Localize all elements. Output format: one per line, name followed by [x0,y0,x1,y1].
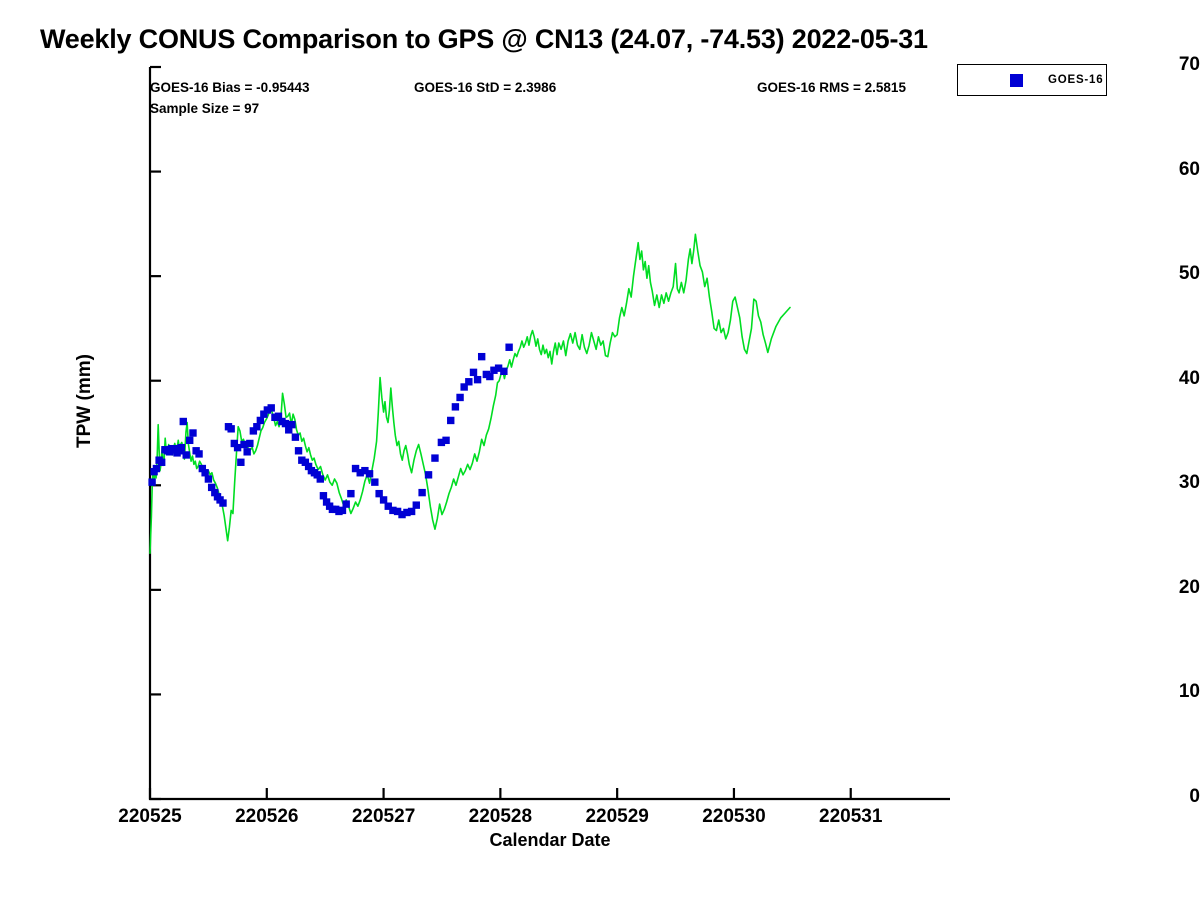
stat-sample-size: Sample Size = 97 [150,101,260,116]
stat-bias: GOES-16 Bias = -0.95443 [150,80,310,95]
y-tick-60: 60 [1178,158,1200,180]
x-tick-220529: 220529 [585,806,649,827]
x-tick-220528: 220528 [468,806,533,827]
x-tick-220531: 220531 [819,806,883,827]
axes-lines [148,67,950,801]
y-tick-10: 10 [1178,681,1200,703]
y-tick-40: 40 [1178,367,1200,389]
x-tick-220526: 220526 [235,806,299,827]
y-tick-30: 30 [1178,472,1200,494]
y-tick-0: 0 [1189,786,1200,807]
x-axis-label: Calendar Date [489,830,611,850]
x-tick-220527: 220527 [351,806,416,827]
chart-legend: GOES-16 [957,64,1107,96]
stat-std: GOES-16 StD = 2.3986 [414,80,557,95]
x-tick-220525: 220525 [118,806,182,827]
y-tick-70: 70 [1178,54,1200,75]
series-gps-line [149,233,791,555]
series-goes16-markers [148,343,513,519]
chart-title: Weekly CONUS Comparison to GPS @ CN13 (2… [40,24,928,54]
stat-rms: GOES-16 RMS = 2.5815 [757,80,906,95]
legend-swatch-goes16-icon [1010,73,1023,87]
y-tick-20: 20 [1178,576,1200,598]
y-tick-50: 50 [1178,263,1200,285]
x-tick-220530: 220530 [702,806,766,827]
legend-label-goes16: GOES-16 [1048,74,1104,86]
